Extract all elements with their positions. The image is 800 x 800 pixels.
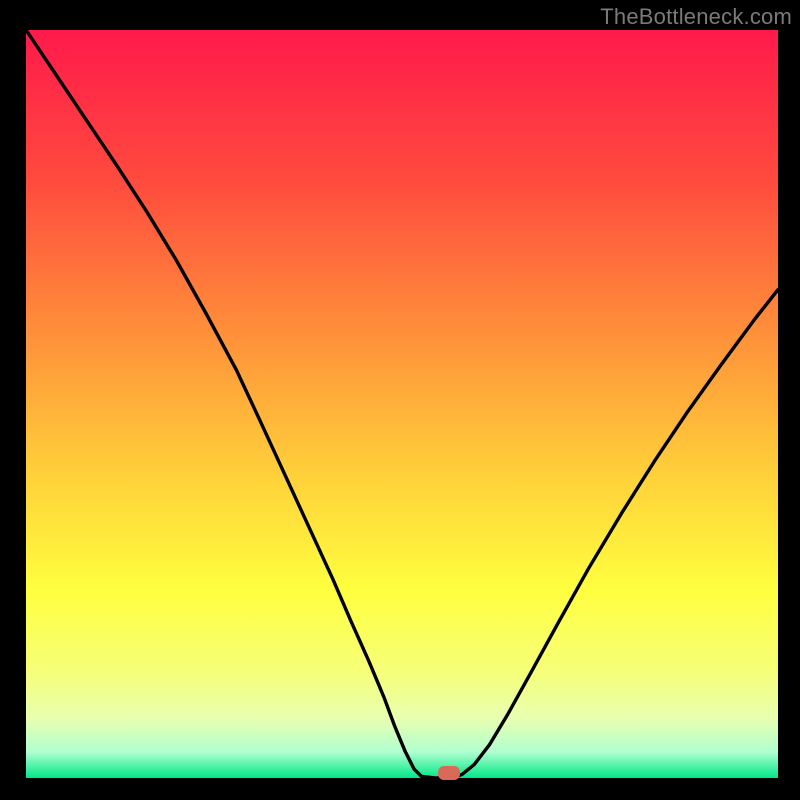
plot-background	[26, 30, 778, 778]
watermark-text: TheBottleneck.com	[600, 4, 792, 30]
optimum-marker	[438, 766, 460, 780]
plot-area	[26, 30, 778, 778]
bottleneck-curve	[26, 30, 778, 778]
chart-container: TheBottleneck.com	[0, 0, 800, 800]
